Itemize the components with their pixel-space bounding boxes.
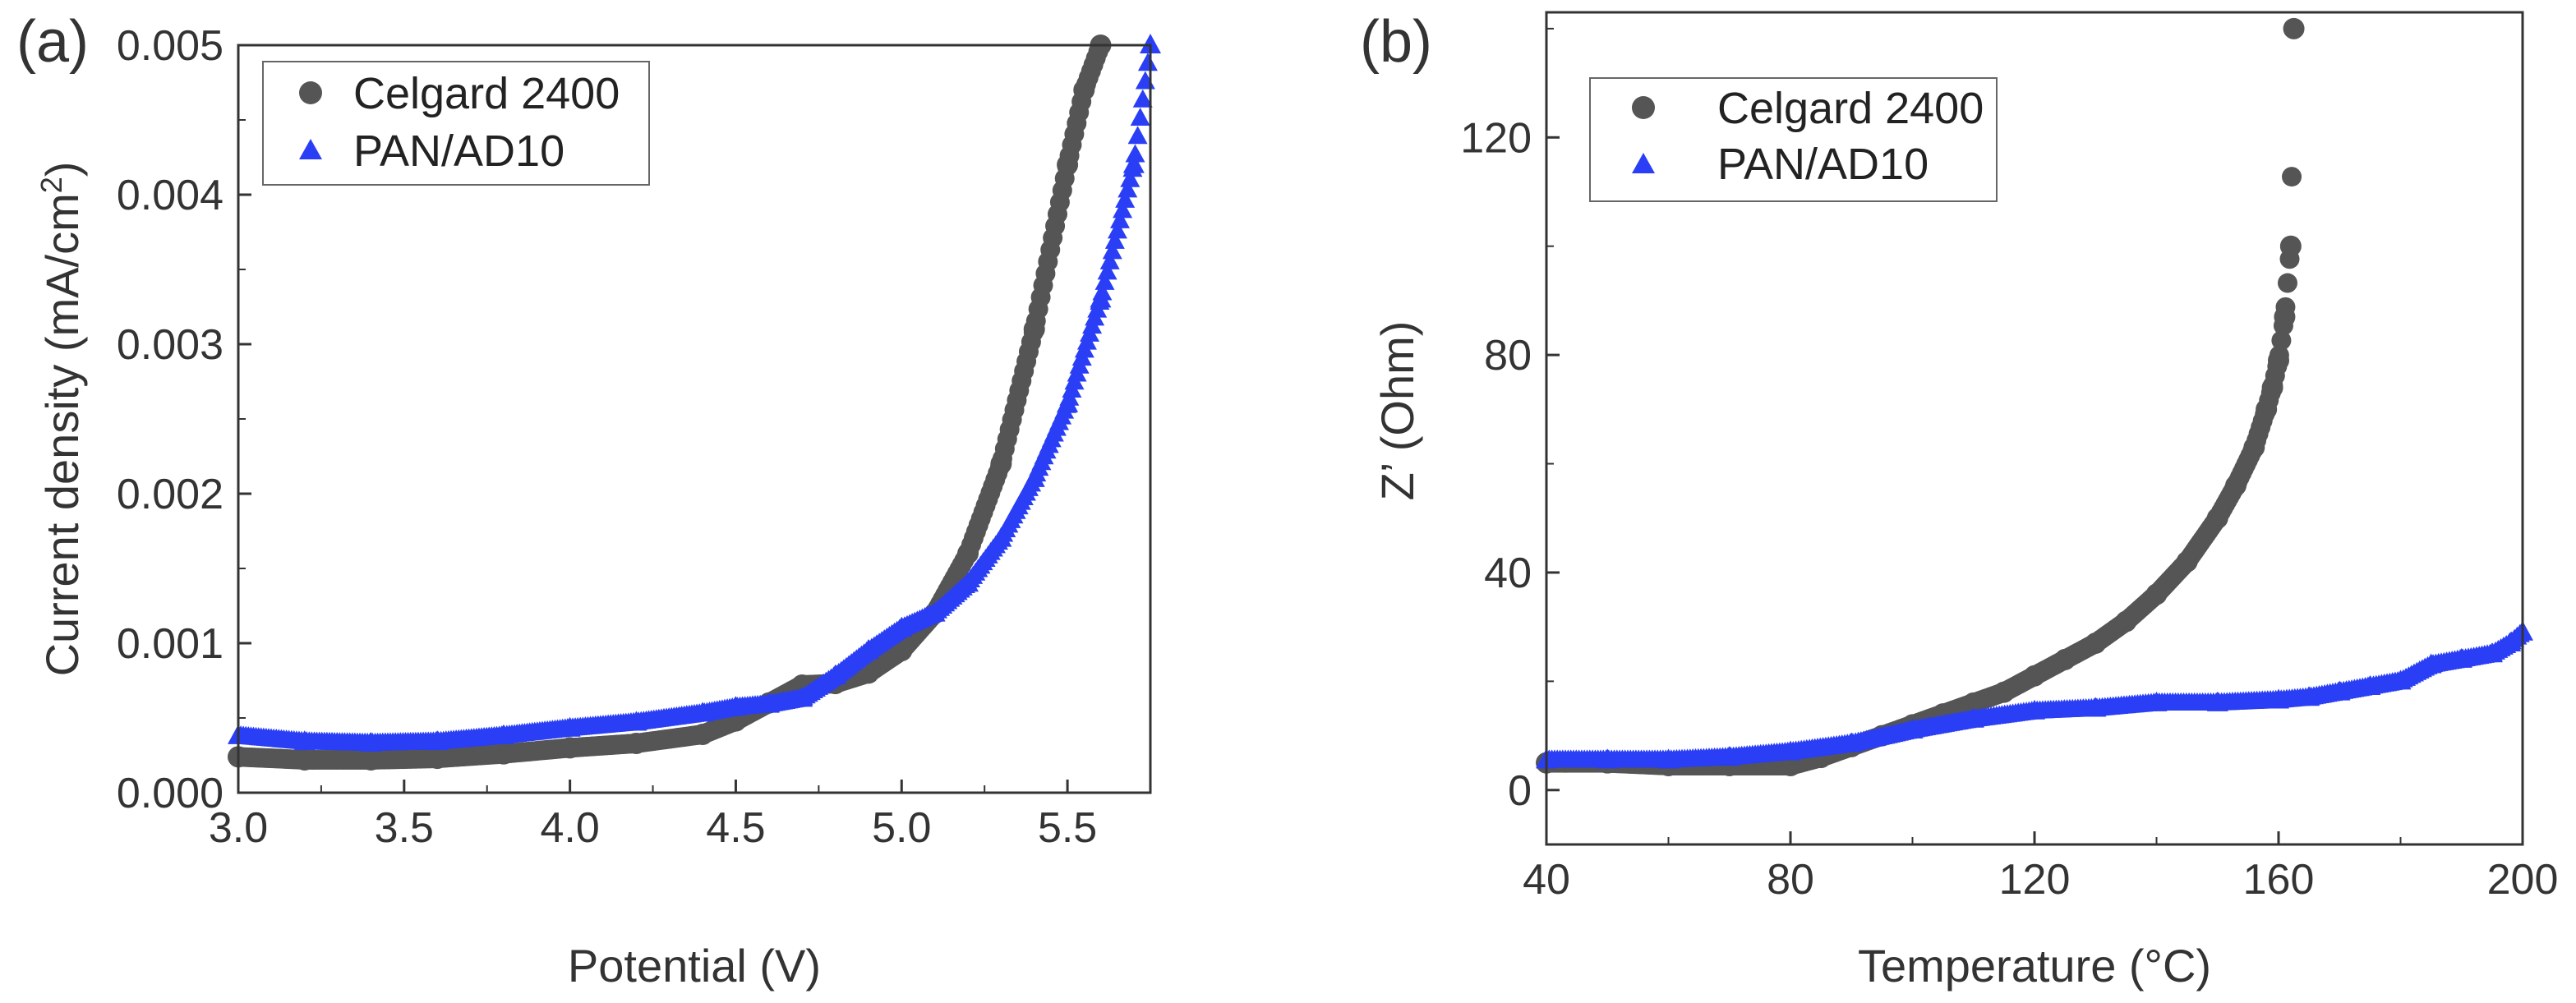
panel-a-point-pan: [1104, 230, 1125, 249]
panel-b-point-celgard: [2282, 167, 2302, 187]
panel-b-plot-frame: [1545, 11, 2524, 846]
panel-b-point-celgard: [2273, 315, 2293, 336]
panel-b-series-pan: [1536, 620, 2533, 769]
panel-a-point-pan: [1094, 271, 1115, 290]
panel-label-a: (a): [16, 9, 89, 75]
panel-a-point-pan: [1120, 168, 1141, 187]
chart-panel-b: (b) 40 80 120 160 200 0 40 80 120 Temperature (°…: [1360, 9, 2558, 991]
panel-b-point-celgard: [2271, 330, 2292, 351]
panel-b-xtick-label: 80: [1767, 856, 1814, 904]
panel-b-ytick-label: 40: [1484, 550, 1532, 597]
panel-a-point-pan: [1115, 189, 1136, 208]
panel-b-xtick-label: 160: [2243, 856, 2315, 904]
panel-b-ytick-label: 80: [1484, 332, 1532, 380]
panel-b-ticks: 40 80 120 160 200 0 40 80 120: [1460, 27, 2559, 904]
panel-b-legend: Celgard 2400 PAN/AD10: [1589, 77, 1998, 202]
panel-a-point-pan: [1135, 71, 1155, 90]
panel-a-xtick-label: 5.5: [1038, 804, 1097, 852]
panel-a-legend-label-pan: PAN/AD10: [353, 127, 565, 176]
panel-a-ytick-label: 0.004: [117, 172, 223, 219]
panel-b-point-celgard: [2283, 18, 2304, 39]
panel-b-series: [1536, 17, 2533, 776]
panel-b-point-celgard: [2279, 249, 2300, 269]
panel-a-ytick-label: 0.003: [117, 321, 223, 369]
panel-a-ytick-label: 0.002: [117, 471, 223, 518]
panel-a-xlabel: Potential (V): [568, 940, 821, 991]
panel-a-point-pan: [1090, 291, 1110, 310]
panel-a-point-pan: [1137, 53, 1158, 71]
panel-a-ylabel: Current density (mA/cm2): [35, 162, 89, 677]
panel-a-point-pan: [1117, 179, 1138, 198]
panel-a-ytick-label: 0.000: [117, 770, 223, 817]
panel-a-point-pan: [1102, 241, 1122, 260]
panel-b-ylabel: Z’ (Ohm): [1371, 321, 1423, 501]
panel-a-ylabel-sup: 2: [35, 177, 68, 193]
panel-a-point-pan: [1125, 144, 1145, 163]
panel-a-series-pan: [228, 34, 1161, 752]
panel-a-xtick-label: 5.0: [872, 804, 931, 852]
panel-a-ytick-label: 0.005: [117, 22, 223, 70]
panel-b-point-celgard: [2275, 297, 2296, 317]
panel-a-point-pan: [1113, 200, 1133, 219]
panel-a-xtick-label: 3.0: [209, 804, 268, 852]
panel-a-ylabel-end: ): [36, 162, 88, 177]
panel-label-b: (b): [1360, 9, 1432, 75]
panel-a-legend-marker-celgard: [299, 81, 322, 104]
panel-a-point-pan: [1092, 282, 1113, 301]
panel-a-series: [228, 34, 1161, 771]
panel-b-xlabel: Temperature (°C): [1858, 940, 2211, 991]
panel-a-plot-frame: [237, 44, 1152, 794]
panel-a-xtick-label: 4.0: [540, 804, 599, 852]
panel-a-point-pan: [1127, 126, 1148, 145]
panel-a-point-pan: [1130, 107, 1150, 126]
panel-b-legend-marker-celgard: [1632, 96, 1655, 119]
panel-a-legend-marker-pan: [299, 139, 322, 159]
panel-a-point-pan: [1141, 35, 1160, 53]
panel-a-ytick-label: 0.001: [117, 620, 223, 668]
panel-a-ylabel-main: Current density (mA/cm: [36, 193, 88, 676]
panel-a-point-pan: [1097, 261, 1117, 280]
panel-b-xtick-label: 40: [1523, 856, 1570, 904]
panel-b-legend-label-celgard: Celgard 2400: [1717, 84, 1984, 133]
panel-b-point-celgard: [2269, 345, 2289, 366]
chart-panel-a: (a) 3.0 3.5 4.0 4.5 5.0 5.5 0.000 0.001 0.002 0.0…: [16, 9, 1161, 991]
panel-a-xtick-label: 4.5: [706, 804, 765, 852]
panel-a-xtick-label: 3.5: [375, 804, 434, 852]
panel-b-legend-marker-pan: [1632, 153, 1655, 173]
panel-a-legend-label-celgard: Celgard 2400: [353, 69, 620, 118]
panel-a-point-pan: [1110, 209, 1130, 228]
panel-a-legend: Celgard 2400 PAN/AD10: [262, 61, 650, 186]
panel-b-legend-label-pan: PAN/AD10: [1717, 140, 1929, 189]
panel-a-point-pan: [1107, 220, 1127, 239]
panel-a-point-pan: [1122, 159, 1143, 177]
panel-a-legend-box: [262, 61, 650, 186]
panel-b-ytick-label: 0: [1508, 767, 1532, 815]
panel-a-point-pan: [1132, 89, 1153, 108]
panel-b-xtick-label: 200: [2487, 856, 2559, 904]
panel-b-legend-box: [1589, 77, 1998, 202]
panel-a-point-pan: [1099, 251, 1120, 269]
panel-b-ytick-label: 120: [1460, 114, 1532, 162]
panel-b-xtick-label: 120: [1999, 856, 2071, 904]
panel-b-point-celgard: [2277, 273, 2297, 293]
panel-a-ticks: 3.0 3.5 4.0 4.5 5.0 5.5 0.000 0.001 0.002 0.003 0.…: [117, 22, 1097, 852]
